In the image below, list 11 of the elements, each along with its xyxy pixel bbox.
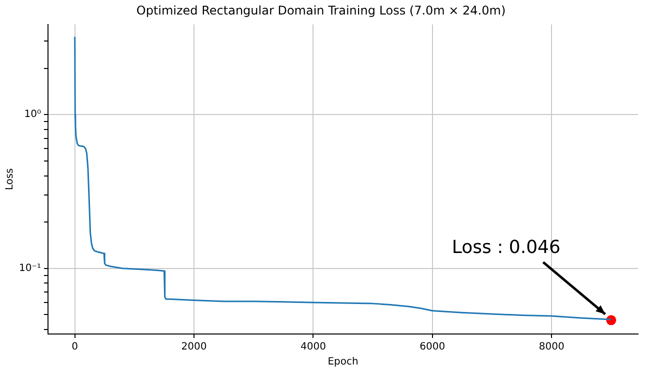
x-tick-label: 0 [72,342,78,353]
x-tick-label: 2000 [181,342,207,353]
x-tick-label: 4000 [300,342,326,353]
y-axis-title: Loss [4,168,16,190]
x-tick-label: 8000 [538,342,564,353]
x-axis-title: Epoch [328,356,358,368]
y-tick-label: 10⁰ [24,109,42,120]
x-tick-label: 6000 [420,342,446,353]
chart-title: Optimized Rectangular Domain Training Loss (7.0m × 24.0m) [136,3,506,18]
annotation: Loss : 0.046 [452,236,560,258]
y-tick-label: 10⁻¹ [18,262,42,274]
